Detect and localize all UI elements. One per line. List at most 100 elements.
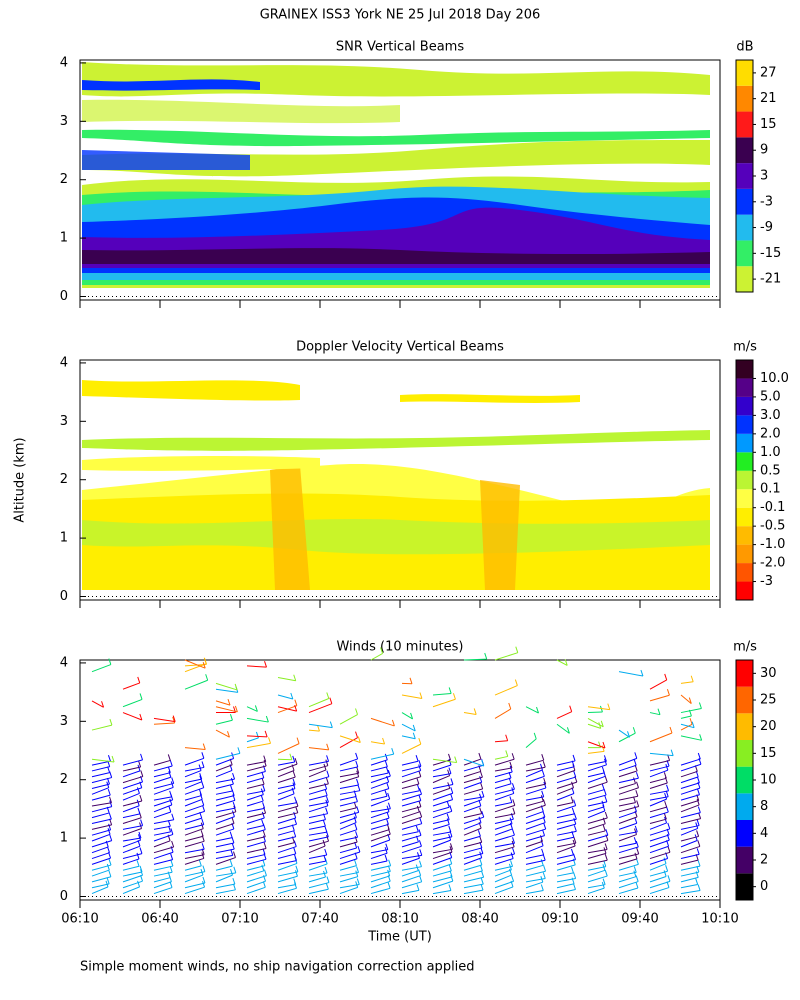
barb-flag [417, 784, 420, 791]
barb [339, 735, 361, 744]
barb [246, 800, 264, 807]
colorbar-swatch [736, 873, 753, 900]
barb-flag [353, 859, 357, 866]
barb [680, 840, 698, 848]
barb-flag [657, 708, 661, 715]
barb-flag [198, 859, 202, 867]
barb [680, 853, 700, 860]
barb [215, 837, 233, 842]
barb-flag [634, 852, 638, 860]
colorbar-tick-label: -15 [760, 246, 781, 261]
barb-flag [294, 870, 298, 877]
barb-flag [665, 790, 669, 797]
barb [494, 685, 518, 696]
barb [463, 816, 484, 824]
barb-flag [292, 778, 296, 786]
barb-flag [295, 806, 299, 813]
barb [587, 706, 610, 711]
barb [463, 781, 482, 789]
barb [370, 860, 388, 865]
barb [184, 874, 204, 883]
barb [463, 758, 484, 767]
barb [215, 752, 241, 760]
barb-flag [356, 878, 360, 885]
barb [339, 886, 358, 895]
barb [649, 796, 669, 801]
figure-title: GRAINEX ISS3 York NE 25 Jul 2018 Day 206 [260, 8, 541, 23]
colorbar-tick-label: -3 [760, 194, 773, 209]
barb-flag [454, 756, 458, 763]
barb [556, 842, 576, 848]
barb [587, 723, 601, 729]
barb [370, 808, 391, 813]
barb-flag [202, 881, 206, 888]
barb [401, 875, 421, 883]
barb [215, 842, 235, 848]
barb-flag [386, 782, 390, 789]
barb [432, 799, 453, 807]
barb [215, 795, 235, 801]
barb-flag [202, 805, 206, 812]
barb [277, 871, 299, 877]
barb [680, 827, 698, 836]
barb [184, 804, 204, 813]
barb [246, 794, 264, 801]
barb [649, 822, 667, 830]
barb [556, 889, 576, 895]
barb [277, 763, 298, 772]
barb [649, 887, 670, 895]
barb-flag [564, 659, 568, 666]
barb [308, 703, 333, 714]
barb [587, 830, 606, 836]
barb [649, 863, 667, 871]
barb-flag [263, 759, 267, 767]
barb-flag [263, 755, 267, 762]
barb [184, 857, 204, 865]
barb-flag [170, 853, 174, 860]
barb [680, 871, 699, 877]
colorbar-tick-label: -1.0 [760, 537, 785, 552]
barb [649, 858, 668, 865]
barb [339, 766, 358, 772]
y-tick-label: 2 [60, 172, 68, 187]
barb [91, 758, 115, 763]
barb [215, 719, 233, 725]
barb [91, 852, 110, 860]
barb [556, 776, 576, 784]
barb [246, 836, 266, 842]
colorbar-tick-label: -3 [760, 574, 773, 589]
barb-flag [384, 790, 388, 797]
barb-flag [570, 796, 574, 803]
colorbar-tick-label: 15 [760, 117, 777, 132]
barb [215, 816, 235, 824]
barb [184, 848, 205, 854]
barb [649, 875, 667, 883]
barb-flag [572, 839, 576, 847]
barb [370, 852, 388, 860]
barb [494, 880, 514, 889]
barb-flag [355, 752, 359, 760]
barb-flag [447, 769, 451, 776]
barb [587, 764, 607, 772]
barb-flag [514, 679, 518, 686]
barb-flag [449, 843, 453, 850]
barb-flag [635, 875, 639, 882]
barb [91, 777, 112, 784]
barb [339, 817, 357, 824]
barb-flag [384, 753, 388, 761]
barb-flag [604, 776, 608, 783]
barb [494, 771, 513, 778]
barb-flag [356, 767, 360, 774]
colorbar-tick-label: -21 [760, 272, 781, 287]
barb-flag [136, 852, 140, 860]
barb [184, 798, 203, 807]
barb [277, 793, 295, 801]
barb [153, 833, 174, 842]
colorbar-swatch [736, 820, 753, 847]
barb-flag [512, 799, 516, 806]
barb [308, 872, 328, 877]
barb [432, 876, 453, 883]
barb [246, 737, 259, 743]
barb-flag [573, 817, 577, 825]
barb [680, 723, 695, 729]
